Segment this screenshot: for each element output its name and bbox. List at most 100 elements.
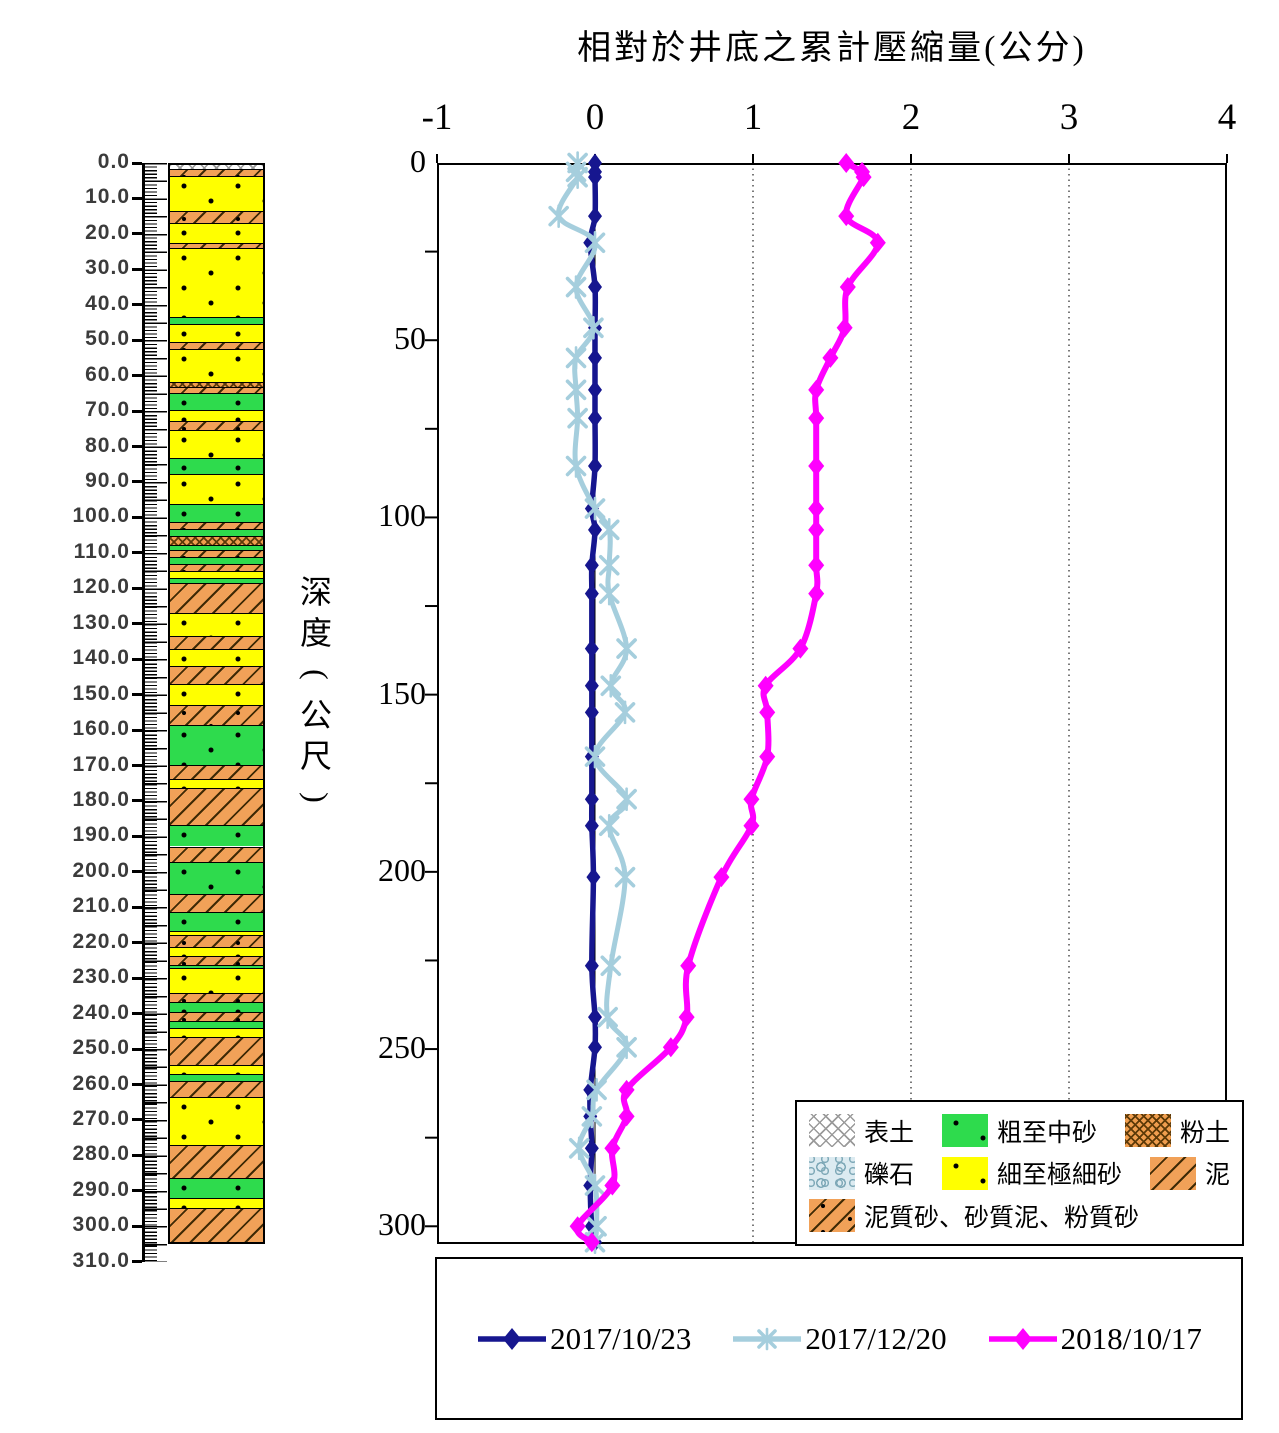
y-axis-title-char: ( [298, 669, 335, 680]
data-point-diamond [662, 1037, 679, 1058]
depth-ruler-label: 60.0 [85, 362, 130, 386]
y-tick-label: 250 [378, 1029, 426, 1066]
litho-layer-fine_sand [170, 613, 263, 637]
data-point-diamond [759, 746, 776, 767]
data-point-diamond [588, 520, 602, 540]
data-point-diamond [759, 702, 776, 723]
depth-ruler-label: 270.0 [72, 1106, 130, 1130]
depth-ruler-label-tick [132, 445, 142, 449]
litho-legend-label: 細至極細砂 [996, 1162, 1122, 1189]
litho-layer-coarse_sand [170, 392, 263, 411]
litho-layer-muddy_sand [170, 387, 263, 393]
depth-ruler-label: 150.0 [72, 681, 130, 705]
data-point-diamond [839, 277, 856, 298]
litho-layer-fine_sand [170, 348, 263, 383]
litho-layer-fine_sand [170, 947, 263, 956]
litho-layer-mud [170, 765, 263, 780]
litho-layer-fine_sand [170, 323, 263, 342]
depth-ruler-label-tick [132, 1153, 142, 1157]
litho-layer-fine_sand [170, 429, 263, 459]
depth-ruler-label: 230.0 [72, 965, 130, 989]
depth-ruler-label: 100.0 [72, 504, 130, 528]
series-legend-label: 2017/10/23 [550, 1320, 692, 1356]
depth-ruler-label-tick [132, 976, 142, 980]
litho-layer-muddy_sand [170, 549, 263, 557]
data-point-diamond [584, 639, 599, 659]
litho-layer-mud [170, 1208, 263, 1242]
lithology-column [168, 163, 265, 1244]
litho-layer-fine_sand [170, 968, 263, 994]
plot-border [437, 163, 1227, 1244]
depth-ruler-label: 240.0 [72, 1000, 130, 1024]
data-point-diamond [583, 233, 598, 253]
litho-layer-silt [170, 535, 263, 545]
x-tick-label: 2 [901, 97, 921, 138]
y-axis-title-char: 度 [299, 615, 332, 651]
litho-layer-topsoil [170, 165, 263, 169]
y-axis-title-char: 尺 [299, 738, 332, 774]
data-point-diamond [588, 1007, 602, 1027]
silt-swatch [1124, 1114, 1171, 1147]
litho-legend-row: 礫石 細至極細砂 泥 [809, 1155, 1230, 1191]
data-point-diamond [584, 555, 599, 575]
depth-ruler-label-tick [132, 515, 142, 519]
depth-ruler-label-tick [132, 870, 142, 874]
y-axis-title-char: 深 [299, 574, 332, 610]
data-point-diamond [583, 1080, 598, 1100]
data-point-diamond [808, 456, 825, 477]
litho-layer-mud [170, 666, 263, 685]
depth-ruler-label-tick [132, 693, 142, 697]
data-point-diamond [808, 519, 825, 540]
depth-ruler-label-tick [132, 1118, 142, 1122]
depth-ruler-label-tick [132, 1083, 142, 1086]
depth-ruler-label-tick [132, 338, 142, 342]
litho-layer-muddy_sand [170, 242, 263, 248]
y-tick-label: 50 [394, 320, 426, 357]
coarse_sand-swatch [941, 1114, 988, 1147]
depth-ruler-label: 190.0 [72, 823, 130, 847]
litho-layer-muddy_sand [170, 168, 263, 176]
litho-layer-muddy_sand [170, 705, 263, 725]
litho-layer-silt [170, 382, 263, 388]
litho-layer-fine_sand [170, 247, 263, 317]
litho-layer-mud [170, 894, 263, 912]
depth-ruler-label: 200.0 [72, 858, 130, 882]
depth-ruler-label-tick [132, 622, 142, 626]
litho-layer-coarse_sand [170, 862, 263, 895]
depth-ruler-label: 140.0 [72, 646, 130, 670]
data-point-diamond [680, 955, 697, 976]
data-point-diamond [588, 167, 602, 187]
litho-layer-coarse_sand [170, 1178, 263, 1198]
data-point-diamond [604, 1175, 621, 1196]
data-point-diamond [618, 1079, 635, 1100]
depth-ruler-label: 180.0 [72, 787, 130, 811]
data-point-diamond [808, 555, 825, 576]
depth-ruler-label: 220.0 [72, 929, 130, 953]
litho-legend-label: 粉土 [1179, 1119, 1230, 1147]
litho-layer-fine_sand [170, 1097, 263, 1145]
litho-layer-muddy_sand [170, 934, 263, 948]
data-point-diamond [869, 232, 886, 253]
litho-layer-coarse_sand [170, 578, 263, 584]
data-point-diamond [838, 153, 855, 173]
litho-layer-muddy_sand [170, 341, 263, 349]
y-axis-title-char: ) [298, 792, 335, 803]
data-point-diamond [836, 317, 853, 338]
series-legend-item-2017-12-20: 2017/12/20 [731, 1321, 947, 1357]
litho-legend-label: 粗至中砂 [996, 1119, 1097, 1147]
litho-layer-fine_sand [170, 410, 263, 421]
depth-ruler-major-ticks [145, 163, 167, 1262]
litho-layer-fine_sand [170, 1065, 263, 1075]
depth-ruler-label: 300.0 [72, 1213, 130, 1237]
depth-ruler-label-tick [132, 834, 142, 838]
litho-legend-label: 礫石 [864, 1162, 915, 1189]
mud-swatch [1149, 1156, 1196, 1190]
data-point-diamond [678, 1007, 695, 1028]
series-2018-10-17 [569, 153, 886, 1253]
litho-layer-fine_sand [170, 684, 263, 706]
depth-ruler-label-tick [132, 267, 142, 271]
litho-layer-mud [170, 846, 263, 863]
data-point-diamond [808, 408, 825, 429]
litho-legend-item-gravel: 礫石 [809, 1155, 914, 1191]
data-point-diamond [757, 675, 774, 696]
